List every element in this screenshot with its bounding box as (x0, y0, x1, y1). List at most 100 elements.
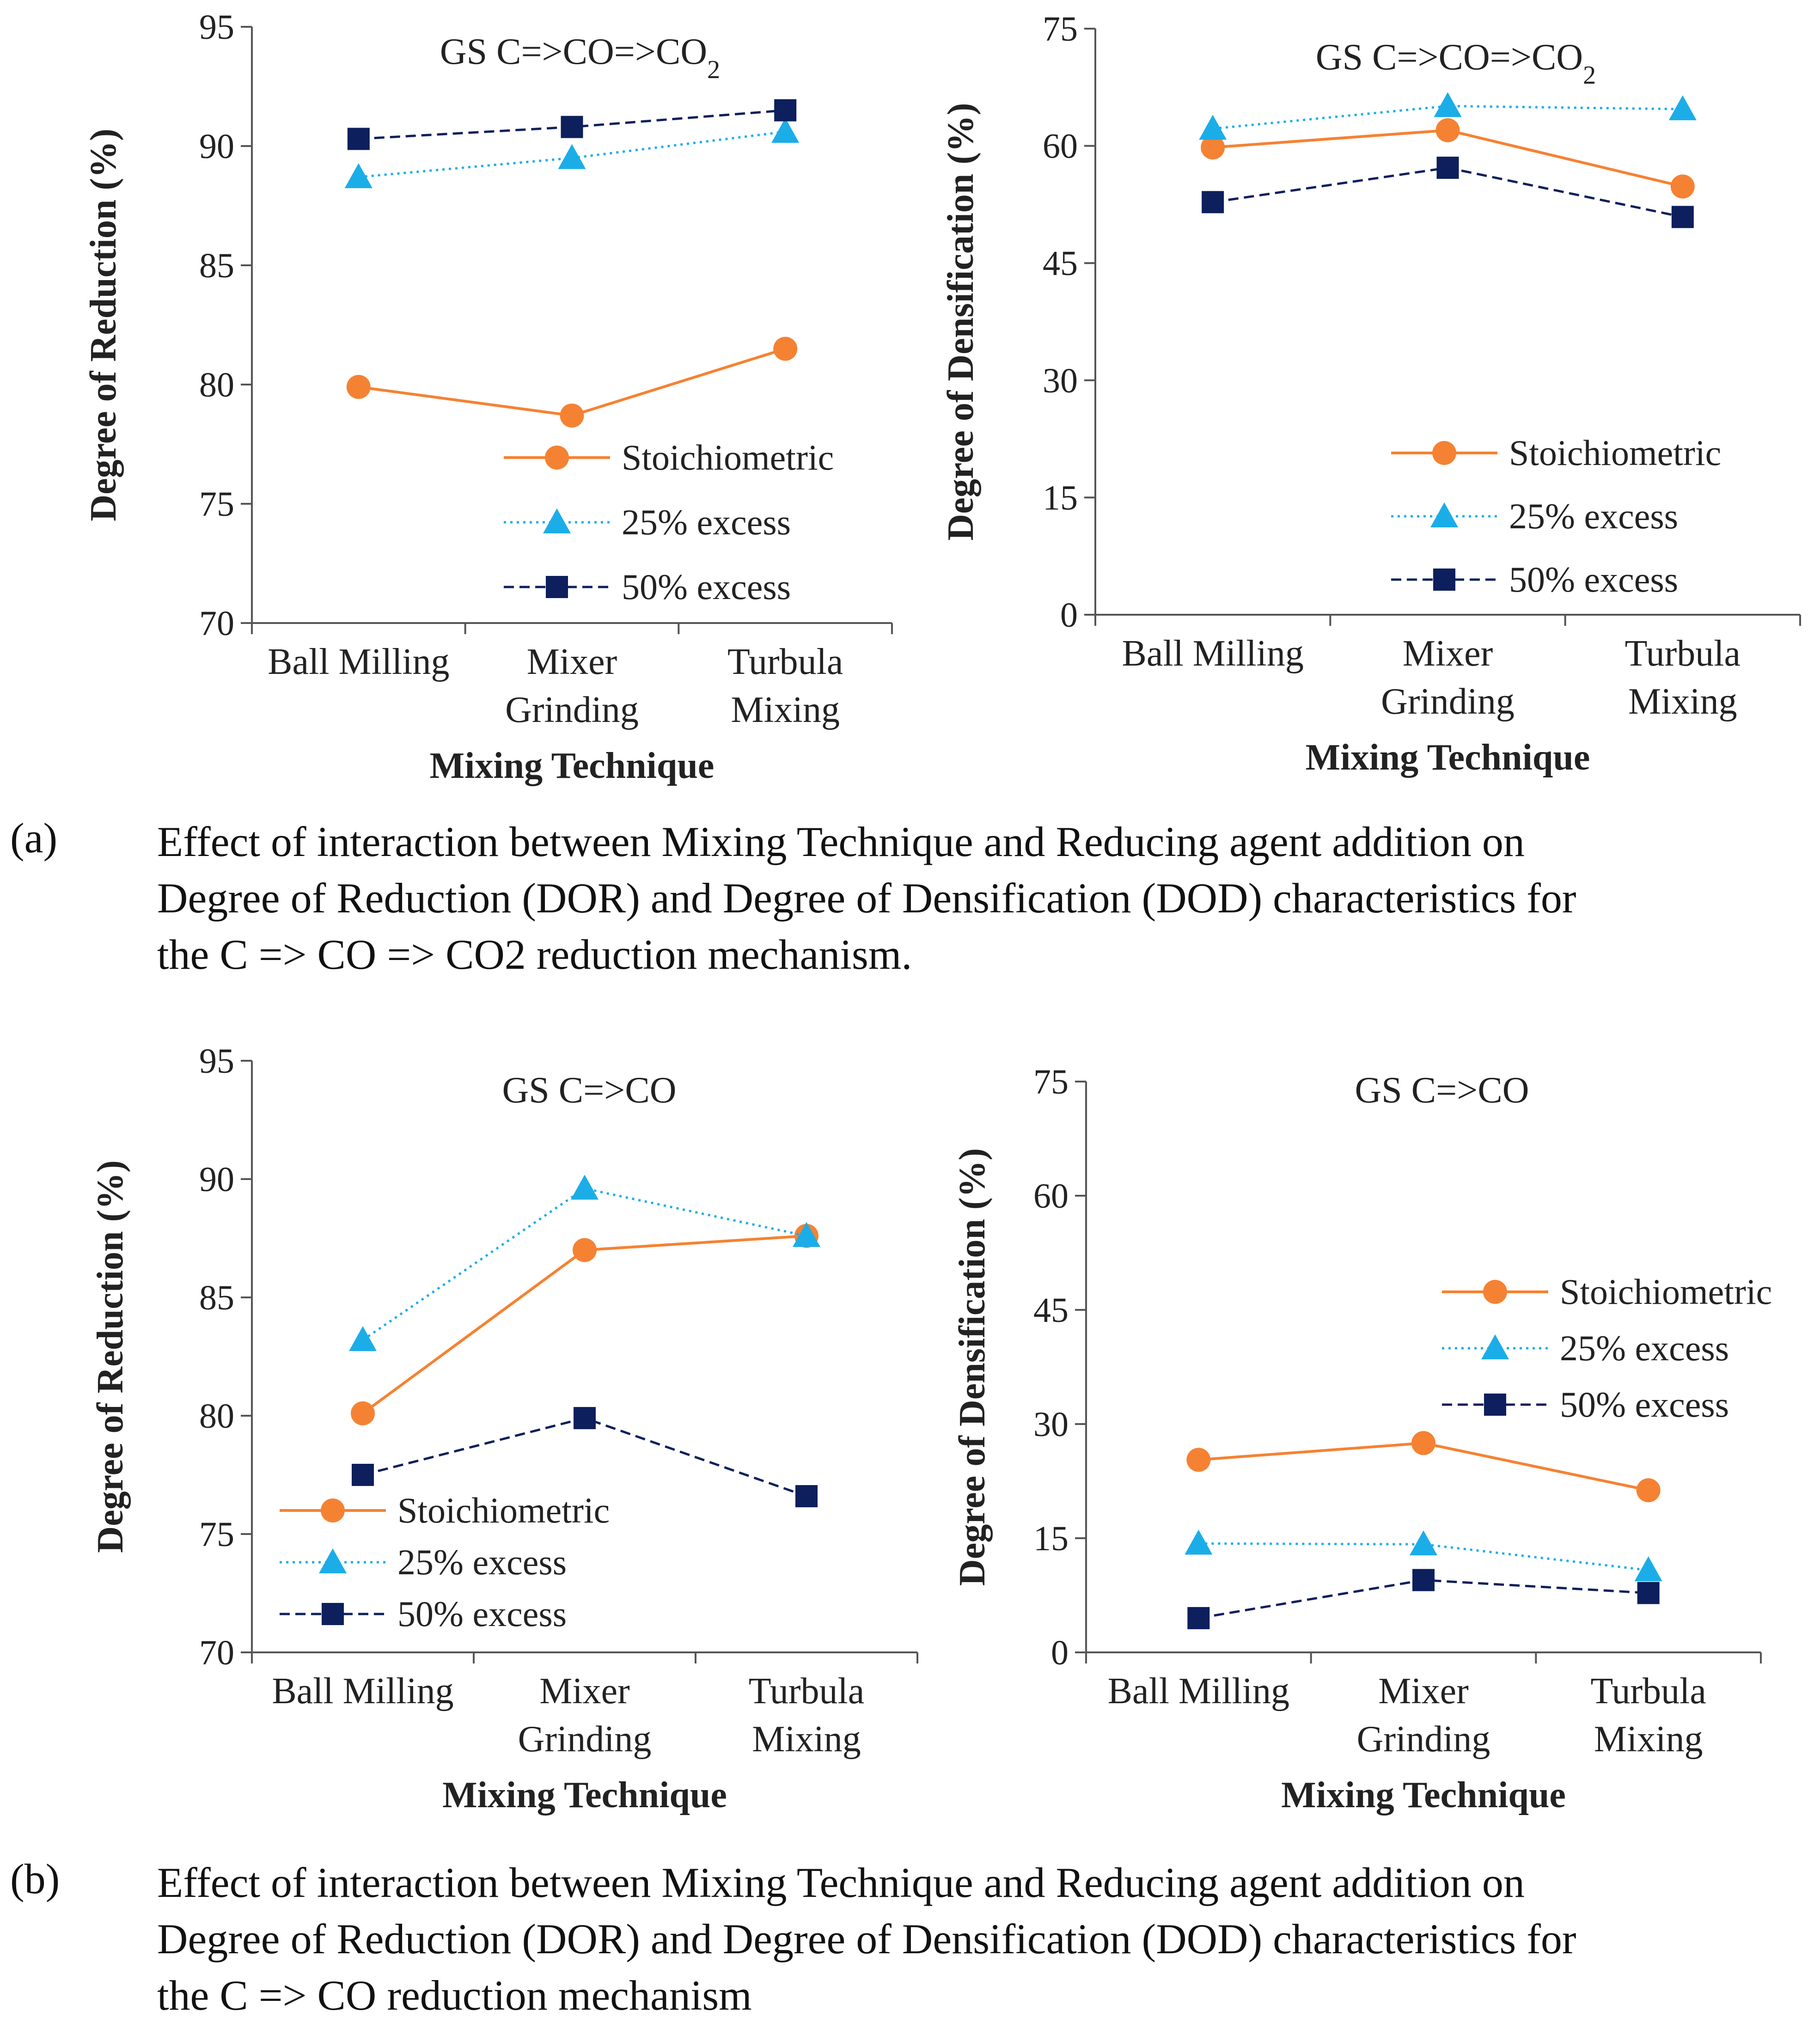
y-tick-label: 75 (1043, 10, 1078, 49)
series-line-stoich (362, 1234, 807, 1415)
data-point-excess25 (571, 1174, 599, 1200)
data-point-excess25 (1199, 115, 1227, 140)
y-tick-label: 75 (1033, 1063, 1069, 1101)
legend-marker-excess50 (1433, 569, 1455, 591)
y-tick-label: 75 (199, 485, 234, 524)
legend-label-excess50: 50% excess (397, 1594, 567, 1634)
chart-title: GS C=>CO=>CO2 (1316, 37, 1596, 90)
chart-title: GS C=>CO (1355, 1070, 1529, 1111)
series-line-excess50 (362, 1417, 807, 1498)
series-excess25 (1185, 1529, 1662, 1582)
x-axis-title: Mixing Technique (442, 1775, 727, 1816)
series-line-excess25 (1198, 1542, 1649, 1571)
caption-a-label: (a) (10, 814, 58, 862)
data-point-excess50 (1436, 156, 1459, 179)
legend-marker-stoich (321, 1498, 345, 1522)
x-tick-label: Mixer Grinding (1357, 1671, 1490, 1760)
data-point-excess25 (1668, 95, 1697, 121)
x-tick-label: Mixer Grinding (1381, 633, 1515, 722)
y-tick-label: 90 (199, 1160, 234, 1199)
legend: Stoichiometric 25% excess 50% excess (280, 1490, 610, 1634)
caption-b-line-2: Degree of Reduction (DOR) and Degree of … (157, 1915, 1576, 1963)
chart-title: GS C=>CO=>CO2 (440, 31, 720, 84)
series-excess50 (347, 99, 797, 150)
legend-label-stoich: Stoichiometric (397, 1490, 610, 1530)
caption-a-line-2: Degree of Reduction (DOR) and Degree of … (157, 874, 1576, 922)
data-point-stoich (351, 1401, 375, 1425)
x-axis-title: Mixing Technique (1281, 1775, 1566, 1816)
y-tick-label: 60 (1043, 127, 1078, 166)
x-axis-title: Mixing Technique (1306, 737, 1590, 778)
data-point-excess50 (1187, 1607, 1210, 1629)
y-tick-label: 0 (1060, 596, 1078, 635)
data-point-excess25 (793, 1222, 820, 1247)
y-tick-label: 95 (199, 8, 234, 47)
legend: Stoichiometric 25% excess 50% excess (1442, 1272, 1772, 1425)
chart-2: 0 15 30 45 60 75 Ball Milling Mixer Grinding Turb… (941, 10, 1801, 778)
data-point-excess50 (795, 1485, 818, 1508)
x-axis-title: Mixing Technique (430, 746, 715, 786)
caption-b-label: (b) (10, 1855, 60, 1902)
legend-label-stoich: Stoichiometric (1560, 1272, 1772, 1312)
y-tick-label: 45 (1033, 1291, 1069, 1330)
y-tick-label: 80 (199, 366, 234, 404)
legend-label-stoich: Stoichiometric (1509, 433, 1721, 473)
y-tick-label: 75 (199, 1515, 234, 1554)
data-point-excess25 (558, 144, 586, 169)
caption-a-line-1: Effect of interaction between Mixing Tec… (157, 818, 1525, 865)
series-excess50 (352, 1407, 818, 1508)
x-tick-label: Ball Milling (272, 1671, 453, 1712)
data-point-excess25 (349, 1326, 377, 1351)
legend-label-excess50: 50% excess (1560, 1384, 1729, 1425)
legend-marker-excess50 (1484, 1394, 1506, 1416)
chart-4: 0 15 30 45 60 75 Ball Milling Mixer Grinding Turb… (952, 1063, 1772, 1816)
series-excess25 (344, 118, 800, 189)
data-point-excess50 (1412, 1569, 1435, 1591)
y-axis-title: Degree of Densification (%) (941, 103, 981, 540)
caption-a-text: Effect of interaction between Mixing Tec… (157, 813, 1576, 983)
series-excess50 (1187, 1569, 1660, 1629)
y-tick-label: 0 (1051, 1633, 1069, 1672)
series-excess25 (1199, 92, 1697, 140)
y-tick-label: 15 (1033, 1519, 1069, 1558)
data-point-excess50 (1202, 191, 1224, 214)
legend-label-excess25: 25% excess (1560, 1328, 1729, 1368)
data-point-stoich (1636, 1478, 1661, 1503)
legend-marker-stoich (1432, 441, 1456, 465)
legend-marker-excess25 (319, 1548, 347, 1573)
legend-label-excess25: 25% excess (1509, 496, 1678, 536)
data-point-stoich (1411, 1431, 1435, 1455)
series-line-excess25 (362, 1187, 807, 1341)
x-tick-label: Mixer Grinding (505, 642, 639, 730)
x-tick-label: Turbula Mixing (727, 642, 843, 730)
data-point-stoich (1186, 1448, 1211, 1472)
y-tick-label: 95 (199, 1042, 234, 1081)
y-tick-label: 70 (199, 604, 234, 643)
y-axis-title: Degree of Reduction (%) (83, 128, 124, 521)
data-point-excess25 (1185, 1529, 1213, 1555)
legend: Stoichiometric 25% excess 50% excess (1391, 433, 1721, 599)
data-point-excess50 (1637, 1582, 1660, 1604)
chart-1: 70 75 80 85 90 95 Ball Milling Mixer Grinding Tur… (83, 8, 893, 786)
y-tick-label: 80 (199, 1397, 234, 1436)
data-point-stoich (1435, 118, 1460, 142)
series-stoich (346, 336, 798, 428)
y-tick-label: 85 (199, 1278, 234, 1317)
x-tick-label: Ball Milling (1122, 633, 1303, 674)
data-point-excess50 (561, 116, 583, 138)
series-stoich (1186, 1431, 1661, 1503)
x-tick-label: Ball Milling (268, 642, 449, 682)
data-point-stoich (573, 1238, 597, 1262)
series-excess25 (349, 1174, 820, 1351)
data-point-excess25 (344, 163, 373, 189)
series-line-excess25 (1212, 104, 1683, 130)
legend-label-stoich: Stoichiometric (622, 437, 834, 477)
legend-marker-excess25 (1430, 502, 1458, 527)
data-point-excess50 (574, 1407, 596, 1430)
legend-marker-excess50 (546, 576, 568, 598)
y-tick-label: 90 (199, 127, 234, 166)
caption-b-line-3: the C => CO reduction mechanism (157, 1972, 752, 2019)
legend-marker-stoich (1483, 1280, 1507, 1304)
legend-marker-excess25 (543, 508, 571, 533)
